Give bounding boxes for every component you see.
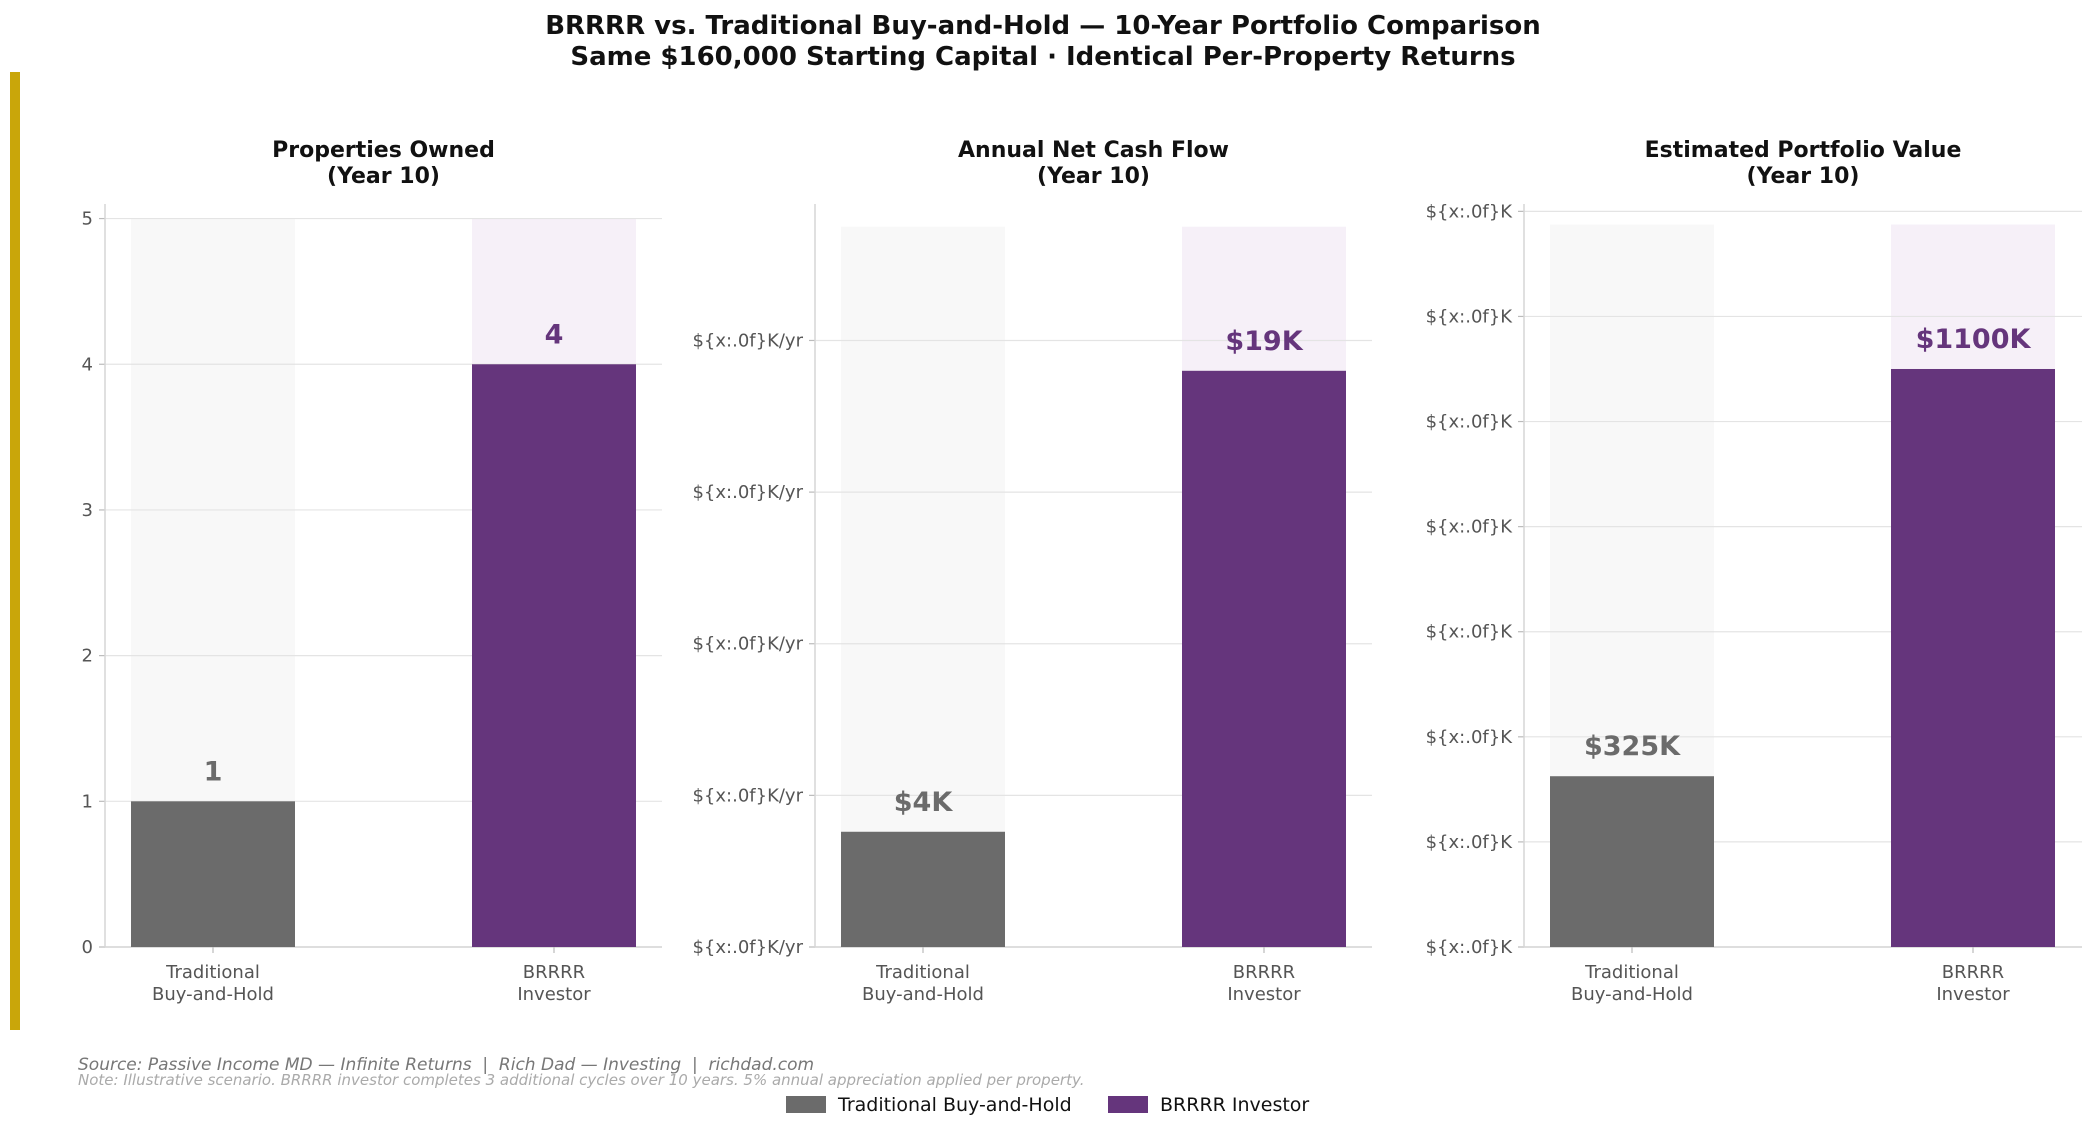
y-tick-label: 1 <box>82 791 93 812</box>
x-tick-label-line1: Traditional <box>165 962 260 983</box>
y-tick-label: ${x:.0f}K <box>1426 412 1514 433</box>
value-label-brrrr: 4 <box>545 319 564 350</box>
chart-subtitle: (Year 10) <box>1747 164 1860 189</box>
y-tick-label: ${x:.0f}K/yr <box>692 330 803 351</box>
chart-title: Properties Owned <box>272 138 495 163</box>
legend-label-brrrr: BRRRR Investor <box>1160 1094 1309 1116</box>
y-tick-label: ${x:.0f}K <box>1426 201 1514 222</box>
bar-traditional <box>841 831 1005 947</box>
y-tick-label: ${x:.0f}K <box>1426 306 1514 327</box>
legend: Traditional Buy-and-Hold BRRRR Investor <box>786 1094 1309 1116</box>
x-tick-label-line2: Buy-and-Hold <box>862 984 984 1005</box>
y-tick-label: 2 <box>82 646 93 667</box>
y-tick-label: 5 <box>82 209 93 230</box>
value-label-traditional: $325K <box>1584 731 1681 762</box>
x-tick-label-line2: Buy-and-Hold <box>1571 984 1693 1005</box>
y-tick-label: ${x:.0f}K/yr <box>692 937 803 958</box>
y-tick-label: ${x:.0f}K/yr <box>692 634 803 655</box>
figure-title-line1: BRRRR vs. Traditional Buy-and-Hold — 10-… <box>545 11 1541 41</box>
chart-title: Annual Net Cash Flow <box>958 138 1229 163</box>
x-tick-label-line1: BRRRR <box>523 962 585 983</box>
x-tick-label-line1: BRRRR <box>1233 962 1295 983</box>
y-tick-label: ${x:.0f}K <box>1426 622 1514 643</box>
value-label-brrrr: $1100K <box>1916 324 2032 355</box>
y-tick-label: 4 <box>82 354 93 375</box>
source-note: Source: Passive Income MD — Infinite Ret… <box>78 1055 814 1075</box>
chart-panel-1: Properties Owned(Year 10) 0 1 2 3 4 5 1 Traditio… <box>82 138 662 1005</box>
x-tick-label-line2: Buy-and-Hold <box>152 984 274 1005</box>
legend-swatch-brrrr <box>1108 1096 1148 1113</box>
scenario-note: Note: Illustrative scenario. BRRRR inves… <box>78 1071 1084 1089</box>
chart-title: Estimated Portfolio Value <box>1645 138 1962 163</box>
y-tick-label: 0 <box>82 937 93 958</box>
x-tick-label-line1: BRRRR <box>1942 962 2004 983</box>
y-tick-label: 3 <box>82 500 93 521</box>
bar-traditional <box>131 801 295 947</box>
bar-brrrr <box>1182 370 1346 948</box>
y-tick-label: ${x:.0f}K <box>1426 937 1514 958</box>
bar-traditional <box>1550 776 1714 947</box>
legend-label-traditional: Traditional Buy-and-Hold <box>837 1094 1072 1116</box>
accent-stripe <box>10 72 20 1030</box>
chart-panels: Properties Owned(Year 10)0123451Traditio… <box>82 138 2082 1005</box>
y-tick-label: ${x:.0f}K/yr <box>692 785 803 806</box>
chart-subtitle: (Year 10) <box>327 164 440 189</box>
y-tick-label: ${x:.0f}K <box>1426 727 1514 748</box>
y-tick-label: ${x:.0f}K/yr <box>692 482 803 503</box>
bar-brrrr <box>1891 368 2055 947</box>
x-tick-label-line2: Investor <box>1227 984 1301 1005</box>
value-label-traditional: $4K <box>894 787 954 818</box>
value-label-traditional: 1 <box>204 756 223 787</box>
chart-panel-3: Estimated Portfolio Value(Year 10) ${x:.0… <box>1426 138 2082 1005</box>
x-tick-label-line1: Traditional <box>875 962 970 983</box>
x-tick-label-line2: Investor <box>1936 984 2010 1005</box>
chart-subtitle: (Year 10) <box>1037 164 1150 189</box>
x-tick-label-line1: Traditional <box>1584 962 1679 983</box>
y-tick-label: ${x:.0f}K <box>1426 517 1514 538</box>
bar-brrrr <box>472 364 636 948</box>
chart-panel-2: Annual Net Cash Flow(Year 10) ${x:.0f}K/y… <box>692 138 1372 1005</box>
value-label-brrrr: $19K <box>1225 326 1303 357</box>
y-tick-label: ${x:.0f}K <box>1426 832 1514 853</box>
x-tick-label-line2: Investor <box>517 984 591 1005</box>
background-bar-traditional <box>841 226 1005 948</box>
legend-swatch-traditional <box>786 1096 826 1113</box>
figure-title-line2: Same $160,000 Starting Capital · Identic… <box>570 42 1515 72</box>
